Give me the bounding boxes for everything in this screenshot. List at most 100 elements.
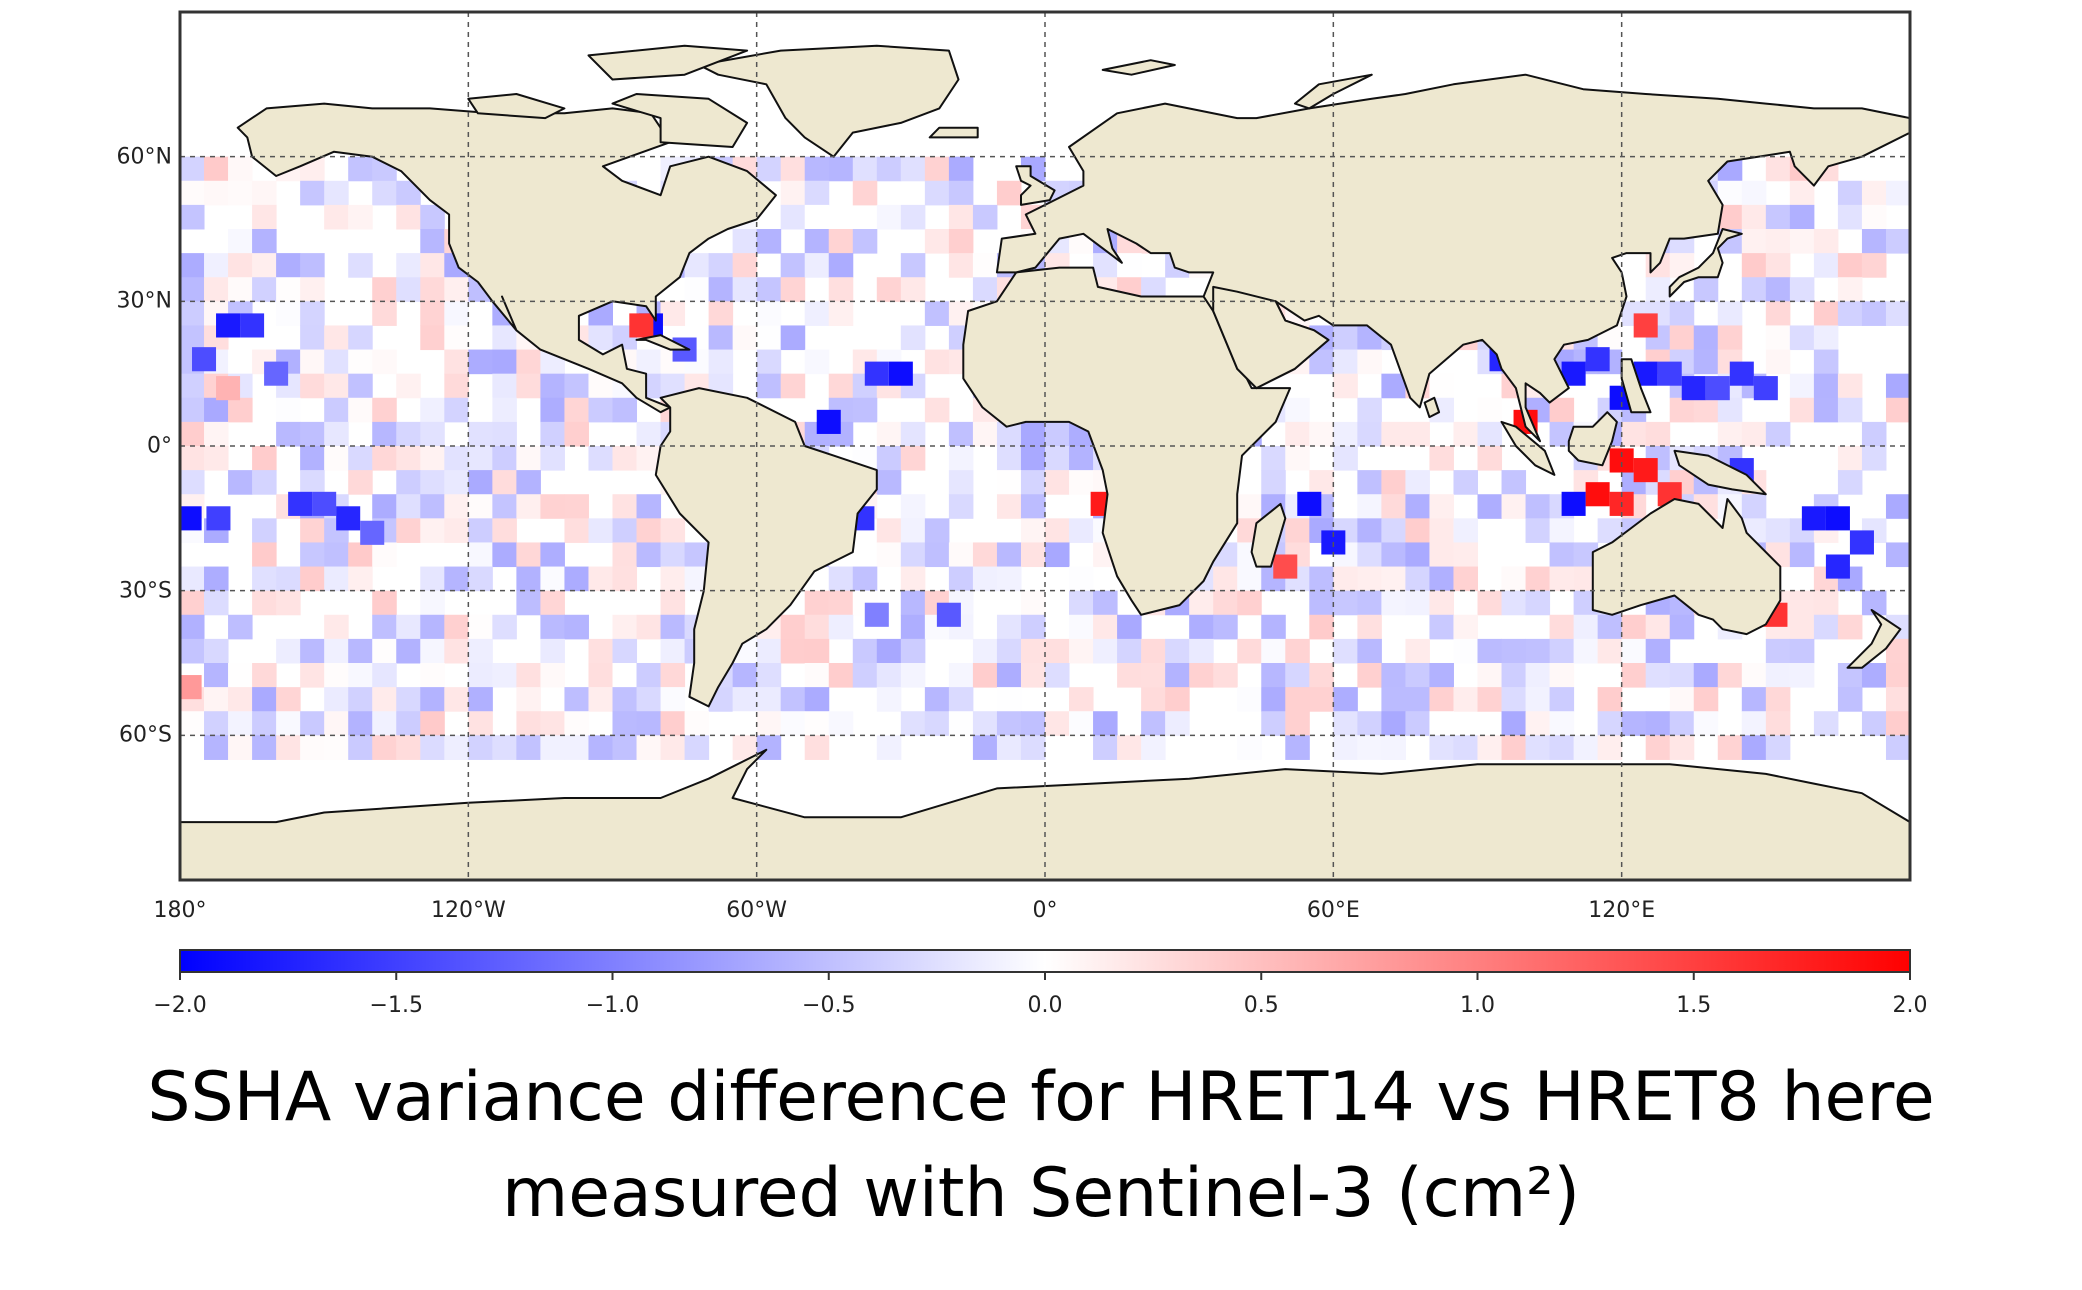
- bg-cell: [1237, 590, 1262, 616]
- bg-cell: [948, 253, 974, 278]
- bg-cell: [1885, 180, 1910, 206]
- colorbar-tick-label: 0.0: [1027, 993, 1063, 1018]
- bg-cell: [1261, 663, 1286, 688]
- bg-cell: [948, 446, 974, 471]
- bg-cell: [948, 566, 974, 592]
- bg-cell: [1189, 590, 1214, 616]
- bg-cell: [1453, 518, 1478, 543]
- bg-cell: [324, 204, 349, 230]
- bg-cell: [372, 735, 397, 760]
- bg-cell: [468, 421, 493, 447]
- bg-cell: [1237, 735, 1262, 760]
- bg-cell: [1405, 590, 1430, 616]
- bg-cell: [756, 229, 782, 254]
- bg-cell: [1765, 325, 1791, 351]
- bg-cell: [1693, 349, 1719, 375]
- bg-cell: [1717, 735, 1743, 760]
- land-philippines: [1620, 358, 1652, 414]
- bg-cell: [1597, 735, 1623, 760]
- bg-cell: [372, 590, 397, 616]
- bg-cell: [1765, 204, 1791, 230]
- bg-cell: [924, 301, 950, 326]
- bg-cell: [732, 229, 758, 254]
- bg-cell: [348, 542, 373, 568]
- bg-cell: [1861, 421, 1887, 447]
- bg-cell: [1429, 542, 1454, 568]
- bg-cell: [876, 421, 902, 447]
- anomaly-cell: [216, 313, 241, 338]
- bg-cell: [900, 325, 926, 351]
- bg-cell: [1525, 518, 1551, 543]
- bg-cell: [756, 325, 782, 351]
- lat-tick-label: 30°S: [119, 578, 172, 604]
- bg-cell: [612, 711, 638, 736]
- anomaly-cell: [1633, 458, 1658, 483]
- bg-cell: [1669, 735, 1695, 760]
- bg-cell: [828, 253, 854, 278]
- bg-cell: [876, 156, 902, 182]
- bg-cell: [540, 542, 565, 568]
- bg-cell: [300, 638, 325, 664]
- bg-cell: [612, 542, 638, 568]
- bg-cell: [924, 349, 950, 375]
- bg-cell: [1645, 735, 1671, 760]
- land-baffin: [611, 93, 749, 148]
- bg-cell: [564, 494, 589, 519]
- bg-cell: [1093, 735, 1118, 760]
- bg-cell: [588, 663, 613, 688]
- anomaly-cell: [1297, 491, 1322, 516]
- lat-tick-label: 60°S: [119, 722, 172, 748]
- bg-cell: [828, 229, 854, 254]
- bg-cell: [372, 711, 397, 736]
- lon-tick-label: 180°: [153, 898, 207, 923]
- bg-cell: [540, 638, 565, 664]
- bg-cell: [804, 349, 830, 375]
- bg-cell: [948, 204, 974, 230]
- bg-cell: [1597, 711, 1623, 736]
- bg-cell: [1477, 735, 1503, 760]
- bg-cell: [948, 156, 974, 182]
- bg-cell: [540, 446, 565, 471]
- bg-cell: [996, 470, 1022, 495]
- bg-cell: [204, 590, 229, 616]
- bg-cell: [180, 301, 205, 326]
- bg-cell: [564, 421, 589, 447]
- colorbar-tick-label: 2.0: [1892, 993, 1928, 1018]
- bg-cell: [372, 277, 397, 302]
- bg-cell: [348, 446, 373, 471]
- bg-cell: [228, 229, 253, 254]
- bg-cell: [1501, 638, 1527, 664]
- bg-cell: [900, 518, 926, 543]
- bg-cell: [948, 687, 974, 712]
- bg-cell: [564, 735, 589, 760]
- bg-cell: [1477, 638, 1503, 664]
- bg-cell: [732, 253, 758, 278]
- bg-cell: [1357, 518, 1382, 543]
- bg-cell: [756, 663, 782, 688]
- bg-cell: [348, 663, 373, 688]
- bg-cell: [444, 735, 469, 760]
- bg-cell: [900, 494, 926, 519]
- bg-cell: [1741, 735, 1767, 760]
- bg-cell: [636, 711, 662, 736]
- bg-cell: [180, 590, 205, 616]
- bg-cell: [1069, 470, 1094, 495]
- bg-cell: [972, 421, 998, 447]
- bg-cell: [396, 711, 421, 736]
- bg-cell: [1381, 542, 1406, 568]
- bg-cell: [252, 277, 277, 302]
- bg-cell: [324, 373, 349, 399]
- bg-cell: [1789, 229, 1815, 254]
- bg-cell: [468, 518, 493, 543]
- bg-cell: [900, 277, 926, 302]
- bg-cell: [516, 711, 541, 736]
- bg-cell: [1501, 470, 1527, 495]
- bg-cell: [468, 542, 493, 568]
- bg-cell: [1621, 638, 1647, 664]
- bg-cell: [1309, 590, 1334, 616]
- bg-cell: [1813, 301, 1839, 326]
- anomaly-cell: [1825, 554, 1850, 579]
- bg-cell: [564, 687, 589, 712]
- bg-cell: [804, 614, 830, 640]
